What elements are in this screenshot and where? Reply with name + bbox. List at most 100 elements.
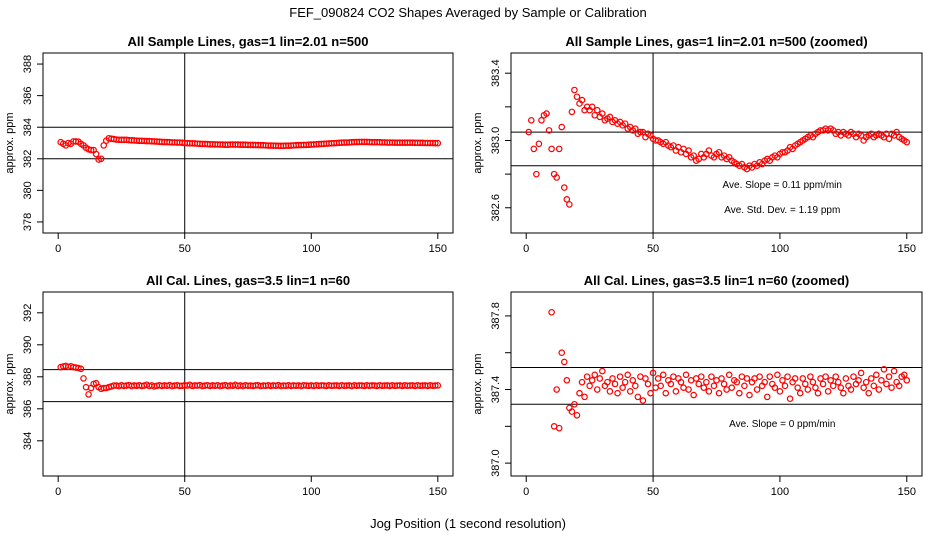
chart-panel-2: All Sample Lines, gas=1 lin=2.01 n=500 (…: [472, 34, 923, 255]
data-point: [568, 408, 576, 415]
data-point: [677, 378, 685, 386]
data-point: [431, 139, 439, 147]
data-point: [555, 145, 563, 153]
data-point: [710, 382, 718, 390]
data-point: [700, 384, 708, 391]
data-point: [609, 375, 616, 382]
data-point: [647, 389, 654, 397]
data-point: [779, 377, 786, 384]
data-point: [543, 110, 550, 117]
data-point: [563, 196, 571, 203]
data-point: [903, 138, 911, 146]
data-point: [606, 113, 614, 121]
y-tick-label: 392: [22, 304, 34, 322]
data-point: [604, 378, 611, 386]
data-point: [850, 373, 857, 380]
data-point: [834, 378, 842, 386]
panel-title: All Sample Lines, gas=1 lin=2.01 n=500: [128, 34, 369, 49]
data-point: [624, 371, 632, 379]
data-point: [80, 375, 87, 382]
data-point: [763, 393, 771, 401]
data-point: [812, 384, 819, 391]
data-point: [781, 382, 789, 390]
x-tick-label: 0: [523, 243, 529, 255]
data-point: [870, 382, 878, 390]
y-axis-label: approx. ppm: [472, 112, 484, 173]
data-point: [632, 125, 639, 133]
data-point: [548, 145, 555, 153]
data-point: [525, 128, 533, 136]
y-tick-label: 384: [22, 432, 34, 450]
data-point: [690, 391, 697, 399]
data-point: [553, 386, 560, 393]
data-point: [533, 170, 540, 178]
data-point: [840, 389, 847, 397]
data-point: [695, 380, 703, 388]
data-point: [642, 375, 649, 382]
data-point: [733, 378, 741, 386]
data-point: [888, 384, 895, 391]
data-point: [85, 391, 92, 398]
data-point: [571, 400, 578, 408]
data-point: [639, 397, 647, 404]
data-point: [865, 389, 873, 397]
data-point: [784, 373, 791, 380]
data-point: [720, 380, 728, 388]
y-tick-label: 383.4: [490, 59, 502, 87]
data-point: [703, 378, 710, 386]
data-point: [77, 365, 85, 373]
x-tick-label: 100: [302, 486, 320, 498]
data-point: [558, 123, 566, 131]
data-point: [761, 378, 769, 386]
data-point: [705, 388, 713, 395]
data-point: [903, 377, 911, 384]
data-point: [804, 386, 812, 393]
data-point: [860, 384, 867, 391]
data-point: [578, 378, 586, 386]
y-axis-label: approx. ppm: [4, 112, 16, 173]
data-point: [786, 395, 794, 403]
plot-frame: [42, 52, 454, 234]
data-point: [837, 384, 845, 391]
y-tick-label: 387.4: [490, 376, 502, 404]
data-point: [771, 384, 779, 391]
panel-title: All Cal. Lines, gas=3.5 lin=1 n=60: [146, 273, 350, 288]
data-point: [672, 388, 680, 395]
data-point: [654, 375, 662, 382]
data-point: [697, 373, 705, 380]
data-point: [741, 382, 748, 390]
data-point: [596, 375, 604, 382]
x-tick-label: 150: [898, 486, 916, 498]
data-point: [690, 152, 697, 159]
x-tick-label: 100: [302, 243, 320, 255]
panel-title: All Sample Lines, gas=1 lin=2.01 n=500 (…: [565, 34, 867, 49]
data-point: [434, 139, 442, 147]
y-tick-label: 387.8: [490, 302, 502, 330]
data-point: [599, 110, 606, 117]
data-point: [705, 147, 713, 154]
data-point: [553, 174, 560, 181]
plot-frame: [42, 291, 454, 477]
data-point: [434, 382, 442, 389]
chart-panel-3: All Cal. Lines, gas=3.5 lin=1 n=60 0 50 100…: [4, 273, 454, 498]
x-tick-label: 50: [179, 486, 191, 498]
data-point: [530, 145, 538, 153]
data-points: [57, 134, 442, 163]
x-tick-label: 100: [771, 243, 789, 255]
data-point: [659, 371, 667, 379]
data-point: [578, 96, 586, 104]
data-point: [586, 382, 593, 390]
data-point: [862, 378, 870, 386]
y-tick-label: 384: [22, 118, 34, 136]
data-point: [621, 378, 629, 386]
data-point: [599, 367, 606, 375]
chart-panel-4: All Cal. Lines, gas=3.5 lin=1 n=60 (zoom…: [472, 273, 923, 498]
data-point: [893, 128, 900, 136]
data-point: [87, 146, 95, 154]
data-point: [822, 373, 829, 380]
x-tick-label: 50: [179, 243, 191, 255]
data-points: [525, 86, 911, 208]
data-point: [857, 369, 865, 377]
data-point: [753, 386, 761, 393]
data-point: [685, 386, 692, 393]
